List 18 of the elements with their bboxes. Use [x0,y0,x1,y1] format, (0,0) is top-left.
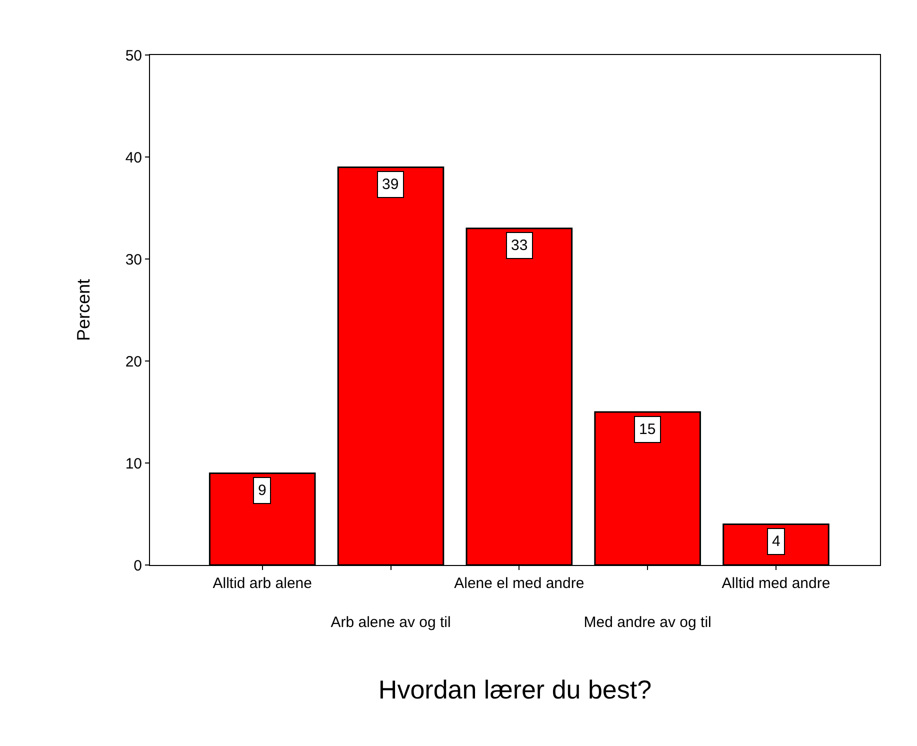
data-label: 4 [772,533,780,550]
data-label: 9 [258,482,266,499]
data-label: 39 [382,176,399,193]
y-tick-label: 30 [125,251,142,268]
data-label: 33 [511,237,528,254]
x-tick-label: Alene el med andre [454,575,584,592]
y-tick-label: 0 [134,557,142,574]
data-label: 15 [639,421,656,438]
y-tick-label: 50 [125,47,142,64]
x-axis-title: Hvordan lærer du best? [378,674,652,705]
x-tick-label: Arb alene av og til [330,614,451,631]
y-tick-label: 40 [125,149,142,166]
x-tick-label: Alltid arb alene [212,575,312,592]
y-tick-label: 20 [125,353,142,370]
x-tick-label: Alltid med andre [722,575,830,592]
x-tick-label: Med andre av og til [584,614,712,631]
y-tick-label: 10 [125,455,142,472]
y-axis-title: Percent [74,278,94,342]
